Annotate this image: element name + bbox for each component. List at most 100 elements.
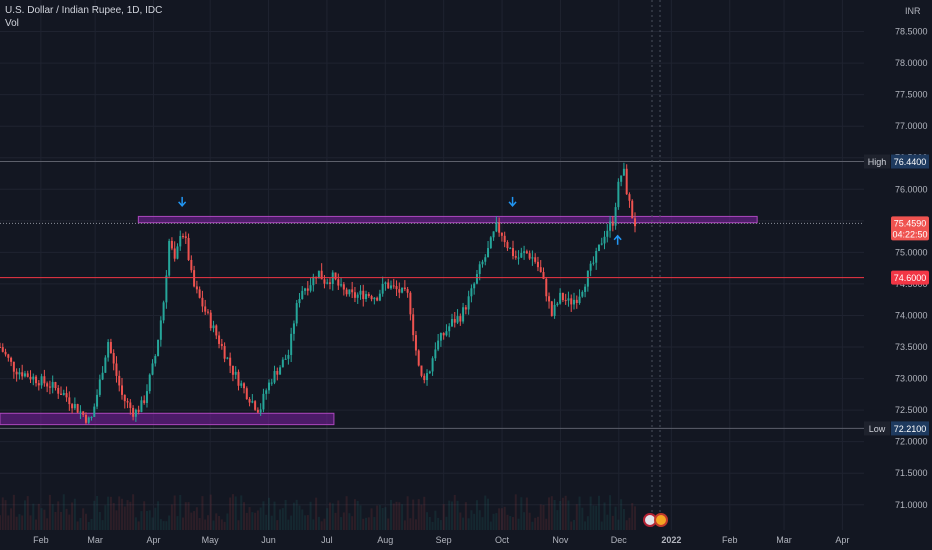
volume-bar bbox=[231, 494, 234, 530]
candle-body bbox=[478, 264, 481, 275]
arrow-head bbox=[178, 201, 187, 208]
y-tick-label: 72.5000 bbox=[895, 405, 928, 415]
candle-body bbox=[51, 382, 54, 388]
candle-body bbox=[262, 393, 265, 410]
volume-bar bbox=[373, 517, 376, 530]
volume-bar bbox=[168, 515, 171, 530]
candlestick-series bbox=[0, 162, 637, 425]
volume-bar bbox=[312, 519, 315, 530]
volume-bar bbox=[143, 501, 146, 530]
candle-body bbox=[234, 371, 237, 375]
candle-body bbox=[589, 263, 592, 271]
volume-series bbox=[0, 494, 637, 530]
candle-body bbox=[550, 301, 553, 316]
candle-body bbox=[195, 286, 198, 290]
candle-body bbox=[528, 253, 531, 259]
volume-bar bbox=[1, 497, 4, 530]
x-tick-label: Nov bbox=[552, 535, 569, 545]
volume-bar bbox=[509, 516, 512, 530]
candle-body bbox=[140, 400, 143, 412]
candle-body bbox=[48, 386, 51, 388]
candle-body bbox=[470, 288, 473, 297]
candle-body bbox=[331, 272, 334, 284]
volume-bar bbox=[48, 494, 51, 530]
volume-bar bbox=[448, 500, 451, 530]
candle-body bbox=[256, 409, 259, 413]
x-tick-label: May bbox=[202, 535, 220, 545]
volume-bar bbox=[553, 499, 556, 530]
candle-body bbox=[487, 248, 490, 258]
candle-body bbox=[622, 168, 625, 176]
candle-body bbox=[204, 306, 207, 312]
economic-event-icon[interactable] bbox=[654, 513, 668, 527]
x-tick-label: Feb bbox=[33, 535, 49, 545]
time-axis[interactable]: Feb Mar Apr May Jun Jul Aug Sep Oct Nov Dec 2022 Feb… bbox=[33, 535, 849, 545]
volume-bar bbox=[340, 517, 343, 530]
candle-body bbox=[212, 325, 215, 329]
volume-bar bbox=[545, 518, 548, 530]
price-zone bbox=[137, 215, 758, 224]
volume-bar bbox=[304, 515, 307, 530]
volume-bar bbox=[450, 501, 453, 530]
volume-bar bbox=[215, 513, 218, 530]
volume-bar bbox=[609, 495, 612, 530]
candle-body bbox=[475, 274, 478, 284]
low-label-badge bbox=[864, 421, 890, 436]
candle-body bbox=[453, 319, 456, 323]
candle-body bbox=[561, 292, 564, 301]
volume-bar bbox=[409, 518, 412, 530]
candle-body bbox=[201, 297, 204, 307]
candle-body bbox=[43, 376, 46, 384]
candle-body bbox=[259, 409, 262, 413]
event-icons[interactable] bbox=[643, 513, 668, 527]
candle-body bbox=[356, 294, 359, 298]
volume-bar bbox=[414, 519, 417, 530]
x-tick-label: 2022 bbox=[661, 535, 681, 545]
volume-bar bbox=[209, 494, 212, 530]
chart-title[interactable]: U.S. Dollar / Indian Rupee, 1D, IDC bbox=[5, 5, 163, 16]
candle-body bbox=[337, 279, 340, 286]
volume-bar bbox=[43, 509, 46, 530]
volume-bar bbox=[151, 517, 154, 530]
volume-bar bbox=[37, 503, 40, 530]
volume-bar bbox=[539, 504, 542, 530]
volume-bar bbox=[506, 514, 509, 530]
volume-bar bbox=[279, 509, 282, 530]
volume-bar bbox=[82, 508, 85, 530]
volume-bar bbox=[270, 515, 273, 530]
volume-indicator-label[interactable]: Vol bbox=[5, 18, 19, 29]
low-value-text: 72.2100 bbox=[894, 424, 927, 434]
candle-body bbox=[76, 404, 79, 413]
candle-body bbox=[539, 267, 542, 273]
candle-body bbox=[512, 248, 514, 257]
candle-body bbox=[395, 286, 398, 290]
candle-body bbox=[90, 416, 93, 418]
volume-bar bbox=[620, 499, 623, 530]
volume-bar bbox=[40, 508, 43, 530]
candle-body bbox=[573, 299, 576, 305]
y-tick-label: 77.5000 bbox=[895, 90, 928, 100]
volume-bar bbox=[470, 510, 473, 530]
volume-bar bbox=[198, 518, 201, 530]
candle-body bbox=[159, 320, 162, 340]
candle-body bbox=[620, 175, 623, 182]
volume-bar bbox=[484, 495, 487, 530]
candle-body bbox=[71, 404, 74, 409]
candle-body bbox=[0, 347, 1, 349]
x-tick-label: Oct bbox=[495, 535, 510, 545]
candle-body bbox=[218, 335, 221, 344]
candle-body bbox=[93, 406, 96, 417]
volume-bar bbox=[109, 496, 112, 530]
volume-bar bbox=[365, 517, 368, 530]
candle-body bbox=[548, 296, 551, 302]
arrow-down-icon bbox=[508, 196, 517, 208]
candle-body bbox=[165, 275, 168, 303]
candle-body bbox=[168, 240, 171, 276]
candle-body bbox=[54, 382, 57, 389]
volume-bar bbox=[614, 506, 617, 530]
candle-body bbox=[500, 232, 503, 236]
volume-bar bbox=[71, 502, 74, 530]
candle-body bbox=[381, 283, 384, 294]
